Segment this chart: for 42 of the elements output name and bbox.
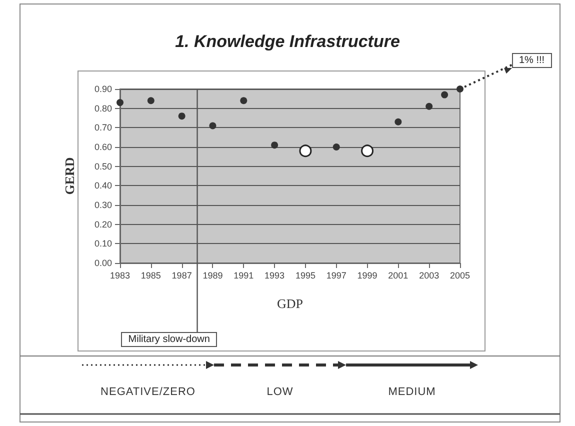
x-tick-label: 1993 <box>264 270 285 280</box>
y-tick-label: 0.40 <box>94 180 112 191</box>
point <box>209 122 216 130</box>
y-tick-label: 0.60 <box>94 142 112 152</box>
point <box>441 91 448 98</box>
y-tick-label: 0.50 <box>94 161 112 172</box>
x-tick-label: 1987 <box>172 270 192 280</box>
x-tick-label: 1989 <box>202 270 223 280</box>
y-tick-label: 0.00 <box>94 258 112 268</box>
x-tick-label: 1995 <box>295 270 316 280</box>
point <box>394 118 402 126</box>
point <box>299 144 312 158</box>
annotation: 1% !!! <box>512 53 552 68</box>
x-axis-title: GDP <box>276 296 304 311</box>
x-tick-label: 1983 <box>110 270 130 280</box>
x-tick-label: 2005 <box>450 270 470 280</box>
chart-title: 1. Knowledge Infrastructure <box>175 32 400 51</box>
ref-line-label: Military slow-down <box>121 332 217 347</box>
y-tick-label: 0.10 <box>94 238 112 249</box>
y-tick-label: 0.80 <box>94 103 112 114</box>
y-tick-label: 0.90 <box>94 84 112 94</box>
x-tick-label: 1999 <box>357 270 378 280</box>
point <box>116 99 124 106</box>
x-tick-label: 2001 <box>388 270 408 280</box>
y-axis-title: GERD <box>62 157 77 195</box>
text: NEGATIVE/ZERO <box>100 386 196 398</box>
point <box>147 97 154 104</box>
point <box>426 102 433 110</box>
x-tick-label: 1997 <box>326 270 346 280</box>
point <box>271 142 278 149</box>
text: LOW <box>266 386 294 398</box>
point <box>361 144 374 158</box>
x-tick-label: 1985 <box>140 270 161 280</box>
x-tick-label: 2003 <box>419 270 440 280</box>
text: MEDIUM <box>388 386 436 398</box>
point <box>178 112 186 120</box>
y-tick-label: 0.30 <box>94 200 112 210</box>
point <box>240 97 248 104</box>
point <box>332 144 340 150</box>
y-tick-label: 0.70 <box>94 122 112 133</box>
y-tick-label: 0.20 <box>94 219 112 230</box>
x-tick-label: 1991 <box>234 270 254 280</box>
